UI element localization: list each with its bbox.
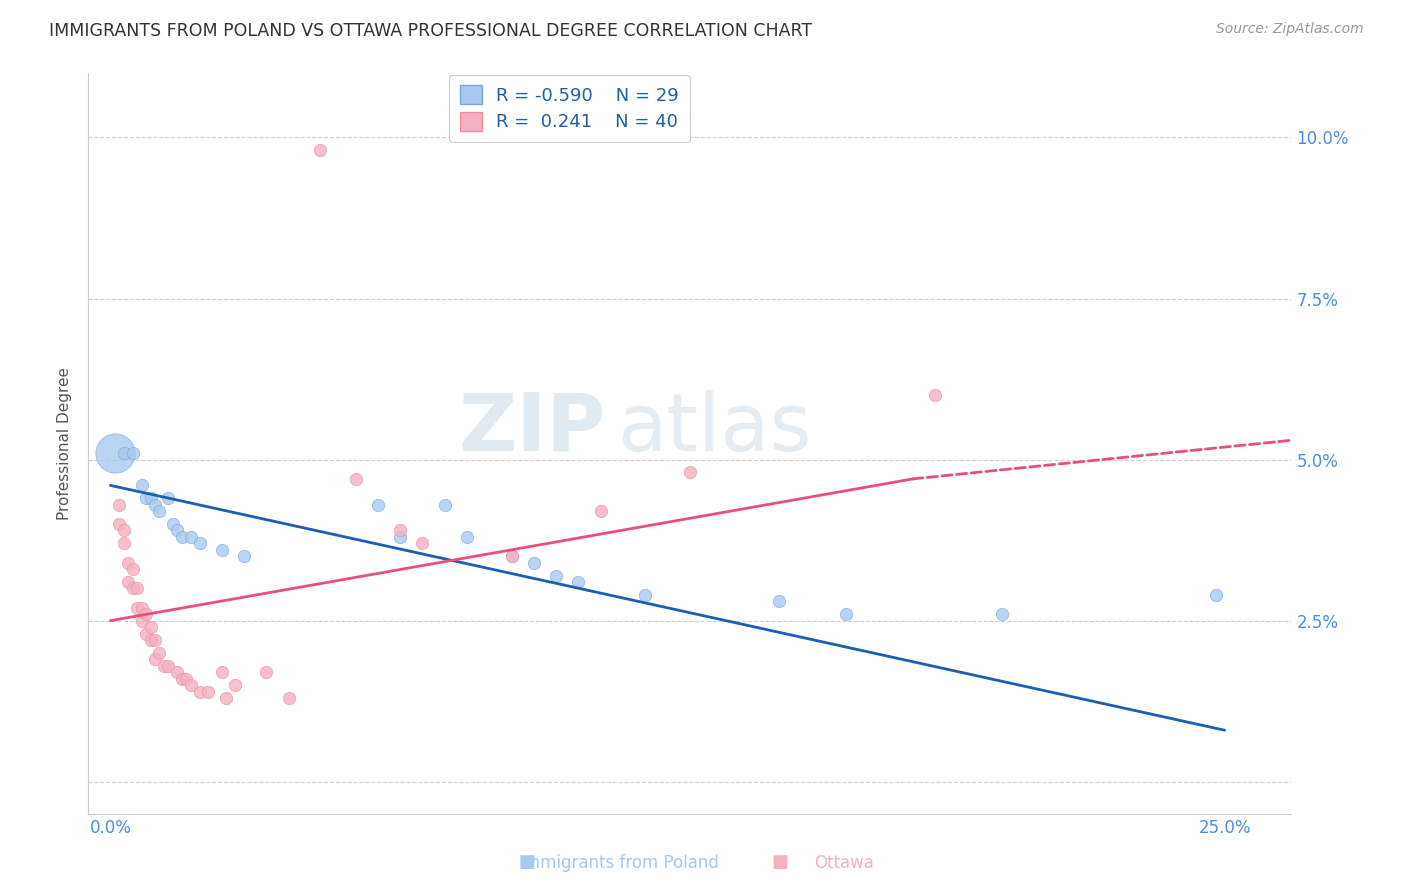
Point xyxy=(174,672,197,686)
Text: ■: ■ xyxy=(519,853,536,871)
Point xyxy=(768,594,790,608)
Point xyxy=(166,665,188,680)
Point xyxy=(162,516,184,531)
Point xyxy=(117,574,139,589)
Legend: R = -0.590    N = 29, R =  0.241    N = 40: R = -0.590 N = 29, R = 0.241 N = 40 xyxy=(449,75,690,142)
Point xyxy=(131,600,153,615)
Point xyxy=(148,646,170,660)
Point xyxy=(224,678,246,692)
Point xyxy=(170,672,193,686)
Point xyxy=(127,600,149,615)
Point xyxy=(1205,588,1227,602)
Point xyxy=(121,562,143,576)
Point xyxy=(389,524,412,538)
Point xyxy=(523,556,546,570)
Point xyxy=(254,665,277,680)
Point xyxy=(180,530,202,544)
Point xyxy=(127,582,149,596)
Point xyxy=(433,498,456,512)
Point xyxy=(456,530,478,544)
Point xyxy=(143,633,166,648)
Point xyxy=(117,556,139,570)
Point xyxy=(112,446,135,460)
Point xyxy=(309,144,332,158)
Point xyxy=(157,658,180,673)
Point xyxy=(188,536,211,550)
Point xyxy=(108,516,131,531)
Point xyxy=(546,568,568,582)
Point xyxy=(139,491,162,506)
Point xyxy=(170,530,193,544)
Point xyxy=(277,691,299,706)
Point xyxy=(634,588,657,602)
Point xyxy=(121,446,143,460)
Point xyxy=(211,542,233,557)
Point xyxy=(367,498,389,512)
Point xyxy=(501,549,523,564)
Point xyxy=(139,620,162,634)
Text: atlas: atlas xyxy=(617,390,813,467)
Point xyxy=(104,446,127,460)
Point xyxy=(139,633,162,648)
Point xyxy=(501,549,523,564)
Point xyxy=(157,491,180,506)
Point xyxy=(135,626,157,640)
Point xyxy=(835,607,858,622)
Point xyxy=(233,549,256,564)
Point xyxy=(197,684,219,698)
Point xyxy=(121,582,143,596)
Point xyxy=(166,524,188,538)
Point xyxy=(108,498,131,512)
Point xyxy=(567,574,589,589)
Text: Immigrants from Poland: Immigrants from Poland xyxy=(519,855,718,872)
Point xyxy=(411,536,433,550)
Point xyxy=(180,678,202,692)
Point xyxy=(924,388,946,402)
Point xyxy=(990,607,1012,622)
Point xyxy=(153,658,176,673)
Point xyxy=(389,530,412,544)
Point xyxy=(211,665,233,680)
Text: Source: ZipAtlas.com: Source: ZipAtlas.com xyxy=(1216,22,1364,37)
Point xyxy=(679,466,702,480)
Point xyxy=(135,607,157,622)
Y-axis label: Professional Degree: Professional Degree xyxy=(58,367,72,520)
Point xyxy=(112,524,135,538)
Point xyxy=(131,614,153,628)
Text: ■: ■ xyxy=(772,853,789,871)
Point xyxy=(131,478,153,492)
Text: IMMIGRANTS FROM POLAND VS OTTAWA PROFESSIONAL DEGREE CORRELATION CHART: IMMIGRANTS FROM POLAND VS OTTAWA PROFESS… xyxy=(49,22,813,40)
Point xyxy=(148,504,170,518)
Point xyxy=(188,684,211,698)
Point xyxy=(143,652,166,666)
Point xyxy=(215,691,238,706)
Point xyxy=(112,536,135,550)
Point xyxy=(344,472,367,486)
Point xyxy=(135,491,157,506)
Point xyxy=(143,498,166,512)
Point xyxy=(589,504,612,518)
Text: ZIP: ZIP xyxy=(458,390,606,467)
Text: Ottawa: Ottawa xyxy=(814,855,873,872)
